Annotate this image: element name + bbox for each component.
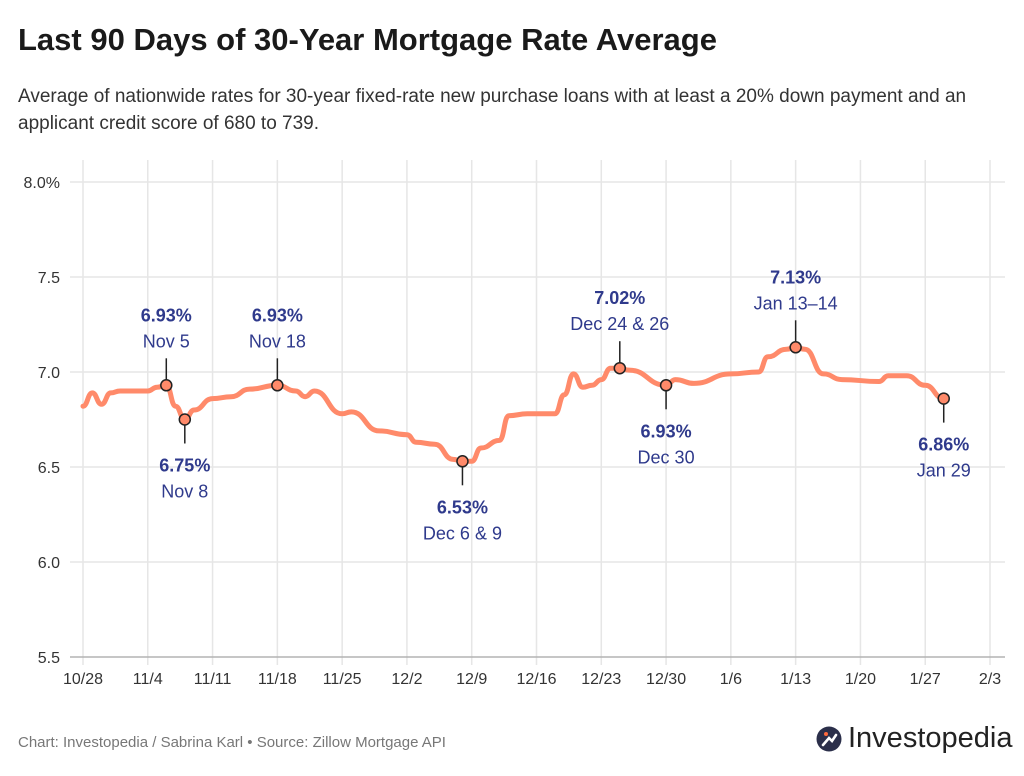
annotation-value: 7.13% [770, 267, 821, 287]
logo-text: Investopedia [848, 722, 1013, 754]
annotation-marker [178, 413, 192, 426]
y-tick-label: 7.0 [38, 365, 60, 382]
annotation-date: Dec 30 [638, 447, 695, 467]
annotation-marker [659, 379, 673, 392]
x-tick-label: 11/18 [258, 671, 297, 688]
annotation-marker [456, 455, 469, 468]
annotation: 6.75% Nov 8 [159, 413, 210, 502]
annotation-value: 6.75% [159, 456, 210, 476]
x-tick-label: 10/28 [63, 671, 103, 688]
annotation-marker [160, 379, 173, 392]
x-tick-label: 12/2 [391, 671, 422, 688]
annotation-date: Jan 13–14 [754, 293, 838, 313]
x-tick-label: 1/27 [910, 671, 941, 688]
x-tick-label: 1/13 [780, 671, 811, 688]
y-tick-label: 6.5 [38, 460, 60, 477]
annotation: 6.93% Nov 18 [249, 305, 306, 392]
x-tick-label: 12/9 [456, 671, 487, 688]
y-tick-label: 7.5 [38, 270, 60, 287]
chart-subtitle: Average of nationwide rates for 30-year … [18, 86, 967, 134]
chart-title: Last 90 Days of 30-Year Mortgage Rate Av… [18, 22, 717, 57]
annotation-date: Dec 6 & 9 [423, 523, 502, 543]
x-tick-label: 11/25 [323, 671, 362, 688]
annotation-date: Nov 18 [249, 331, 306, 351]
annotation: 7.02% Dec 24 & 26 [570, 288, 669, 375]
x-tick-label: 1/20 [845, 671, 876, 688]
annotation-marker [937, 392, 950, 405]
y-tick-label: 5.5 [38, 650, 60, 667]
x-tick-label: 2/3 [979, 671, 1001, 688]
annotation-value: 6.86% [918, 435, 969, 455]
annotation-marker [613, 361, 627, 375]
chart-source-footer: Chart: Investopedia / Sabrina Karl • Sou… [18, 734, 446, 751]
annotation-date: Nov 5 [143, 331, 190, 351]
annotation: 7.13% Jan 13–14 [754, 267, 838, 354]
annotation: 6.93% Dec 30 [638, 379, 695, 467]
investopedia-logo-icon [816, 726, 842, 751]
annotation-marker [271, 379, 284, 392]
x-tick-label: 12/23 [581, 671, 621, 688]
y-tick-label: 6.0 [38, 555, 60, 572]
annotation: 6.86% Jan 29 [917, 392, 971, 481]
annotation-value: 6.93% [641, 421, 692, 441]
x-tick-label: 12/30 [646, 671, 686, 688]
x-tick-label: 12/16 [516, 671, 556, 688]
annotation: 6.53% Dec 6 & 9 [423, 455, 502, 543]
x-tick-label: 11/11 [194, 671, 232, 688]
annotation-value: 6.93% [141, 305, 192, 325]
annotation-value: 6.93% [252, 305, 303, 325]
annotation-date: Jan 29 [917, 461, 971, 481]
annotation-marker [789, 341, 802, 354]
annotation-date: Nov 8 [161, 482, 208, 502]
y-tick-label: 8.0% [24, 175, 60, 192]
annotation-value: 7.02% [594, 288, 645, 308]
investopedia-logo: Investopedia [816, 722, 1012, 755]
annotation-value: 6.53% [437, 497, 488, 517]
annotation: 6.93% Nov 5 [141, 305, 192, 392]
annotation-date: Dec 24 & 26 [570, 314, 669, 334]
x-tick-label: 1/6 [720, 671, 742, 688]
x-tick-label: 11/4 [133, 671, 163, 688]
